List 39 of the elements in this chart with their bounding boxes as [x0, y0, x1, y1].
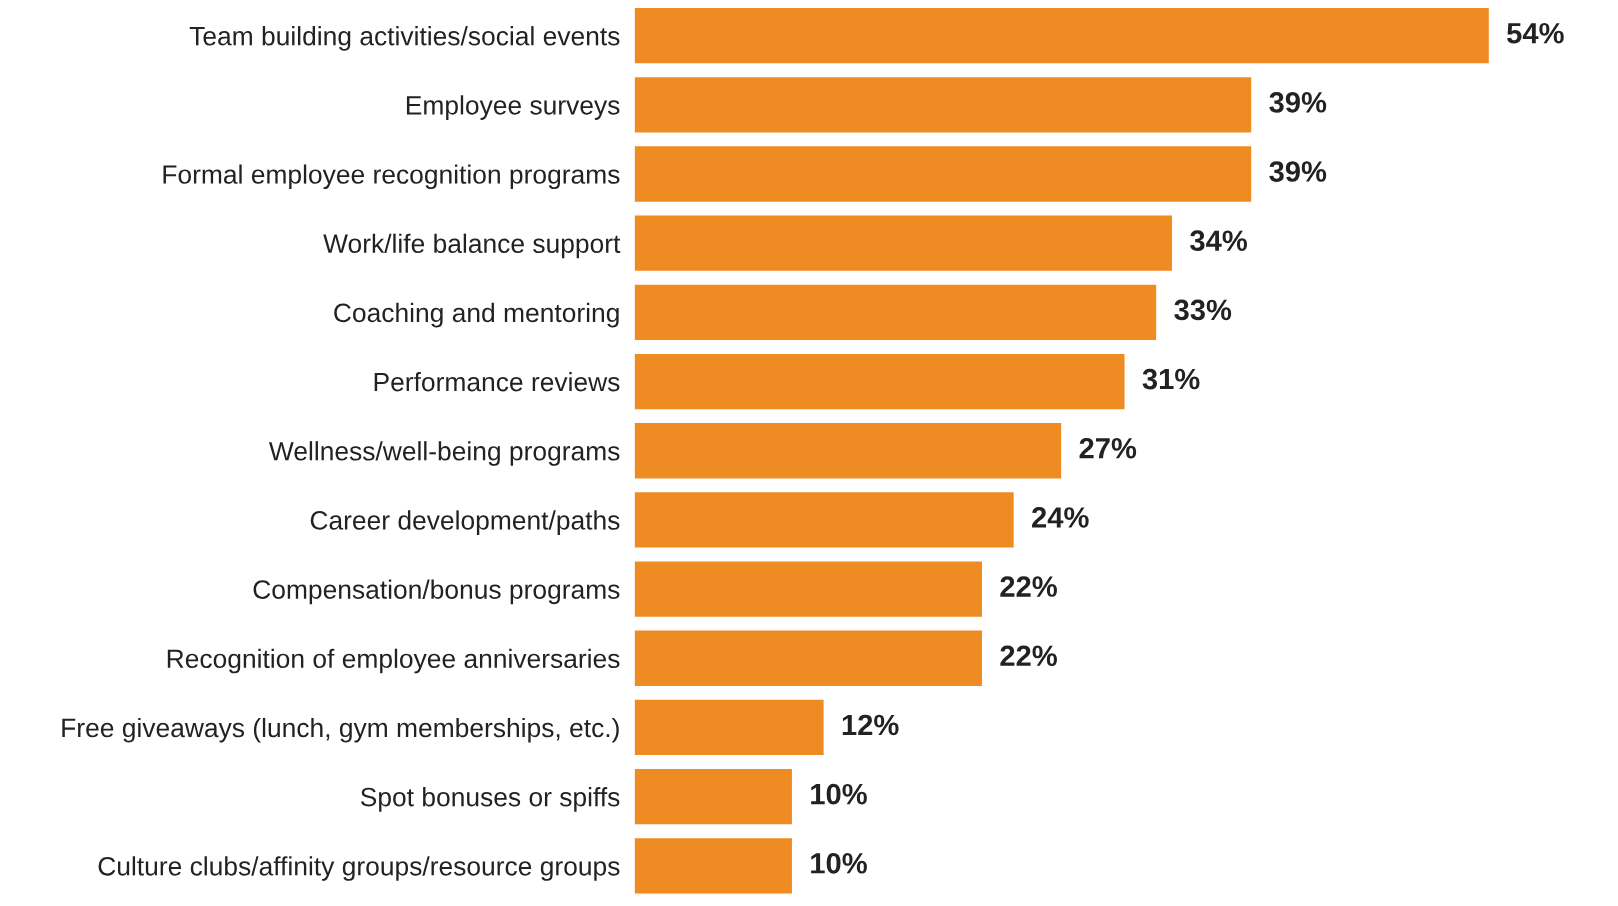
data-label: 27%	[1079, 437, 1137, 459]
bar	[634, 767, 794, 826]
data-label: 31%	[1142, 368, 1200, 390]
y-tick-label: Recognition of employee anniversaries	[167, 648, 620, 674]
bar	[634, 144, 1253, 204]
data-label: 24%	[1032, 507, 1089, 528]
y-tick-label: Employee surveys	[406, 95, 620, 120]
bar	[634, 698, 826, 757]
y-tick-label: Team building activities/social events	[189, 26, 620, 51]
bar	[634, 352, 1126, 411]
bar	[634, 836, 794, 895]
y-tick-label: Performance reviews	[374, 371, 620, 392]
data-label: 22%	[1000, 645, 1057, 667]
data-label: 39%	[1269, 161, 1327, 182]
data-label: 54%	[1507, 22, 1564, 44]
y-tick-label: Formal employee recognition programs	[163, 164, 620, 190]
data-label: 39%	[1269, 92, 1327, 113]
y-tick-label: Wellness/well-being programs	[268, 441, 620, 466]
bar	[634, 560, 984, 619]
bar	[634, 214, 1174, 273]
y-tick-label: Career development/paths	[310, 510, 620, 535]
bar	[634, 6, 1491, 65]
data-label: 10%	[811, 852, 867, 874]
bar	[634, 283, 1158, 342]
data-label: 12%	[842, 714, 899, 736]
data-label: 34%	[1190, 230, 1248, 252]
data-label: 22%	[1000, 576, 1057, 597]
bar	[634, 490, 1016, 549]
y-tick-label: Free giveaways (lunch, gym memberships, etc.)	[62, 717, 619, 743]
bar	[634, 421, 1063, 480]
y-tick-label: Coaching and mentoring	[334, 302, 619, 328]
y-tick-label: Culture clubs/affinity groups/resource groups	[98, 856, 620, 881]
y-tick-label: Compensation/bonus programs	[253, 579, 620, 605]
bar	[634, 629, 984, 688]
bar	[634, 75, 1253, 134]
y-tick-label: Spot bonuses or spiffs	[360, 787, 620, 812]
y-tick-label: Work/life balance support	[323, 233, 621, 259]
data-label: 33%	[1174, 299, 1232, 321]
data-label: 10%	[811, 783, 867, 805]
